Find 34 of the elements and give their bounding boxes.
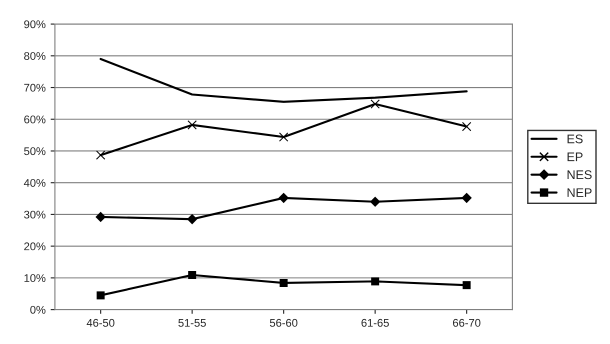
x-tick-label: 56-60 <box>270 318 298 327</box>
y-tick-label: 40% <box>24 178 46 187</box>
x-tick-label: 66-70 <box>453 318 480 327</box>
y-tick-label: 90% <box>24 20 46 28</box>
legend-label: ES <box>568 134 583 144</box>
legend-label: EP <box>568 152 583 162</box>
point <box>188 271 196 280</box>
y-tick-label: 60% <box>24 116 46 124</box>
point <box>462 192 472 203</box>
x-tick-label: 51-55 <box>178 319 206 327</box>
x-tick-label: 61-65 <box>362 318 389 327</box>
point <box>278 132 288 142</box>
point <box>462 122 472 132</box>
point <box>187 214 198 224</box>
point <box>280 278 288 287</box>
point <box>96 212 106 222</box>
y-tick-label: 80% <box>24 52 46 60</box>
point <box>187 120 197 130</box>
y-tick-label: 10% <box>24 274 46 282</box>
legend-label: NEP <box>568 188 592 197</box>
point <box>96 150 106 160</box>
legend-label: NES <box>568 170 592 180</box>
y-tick-label: 0% <box>30 306 46 314</box>
x-tick-label: 46-50 <box>86 318 114 327</box>
point <box>278 192 289 203</box>
point <box>96 291 105 300</box>
point <box>462 281 471 290</box>
y-tick-label: 70% <box>24 84 46 92</box>
point <box>370 196 380 207</box>
y-tick-label: 20% <box>24 242 46 250</box>
y-tick-label: 30% <box>24 210 46 219</box>
point <box>370 99 380 109</box>
y-tick-label: 50% <box>24 147 46 156</box>
point <box>371 277 380 286</box>
